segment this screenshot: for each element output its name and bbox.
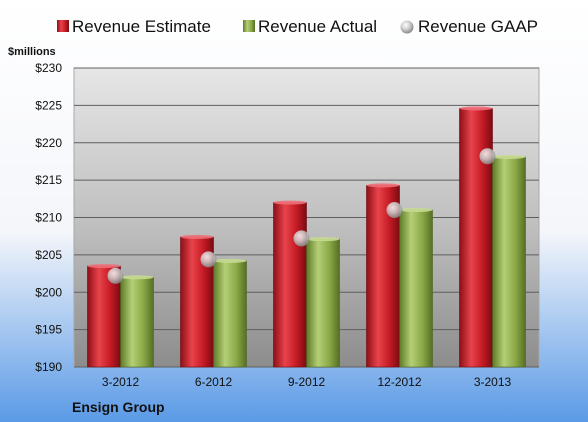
x-tick-label: 3-2013 [474,375,512,389]
company-name: Ensign Group [72,399,165,415]
y-tick-label: $230 [35,61,62,75]
bar-estimate-cap [366,183,400,188]
y-tick-label: $190 [35,360,62,374]
legend-marker-gaap [400,20,414,34]
bar-actual [306,238,340,368]
bar-actual-cap [306,237,340,242]
gaap-marker [107,267,124,284]
bar-actual-cap [399,208,433,213]
bar-actual [213,260,247,368]
bar-actual-cap [213,258,247,263]
x-tick-label: 12-2012 [377,375,421,389]
legend: Revenue Estimate Revenue Actual Revenue … [57,17,538,36]
bar-actual [492,156,526,368]
x-tick-label: 9-2012 [288,375,326,389]
gaap-marker [293,230,310,247]
legend-swatch-estimate [57,20,69,32]
gaap-markers [107,148,496,284]
legend-label-actual: Revenue Actual [258,17,377,36]
y-tick-label: $225 [35,98,62,112]
y-axis-label: $millions [8,46,56,58]
bar-estimate-cap [180,234,214,239]
y-tick-label: $205 [35,248,62,262]
bar-estimate-cap [87,264,121,269]
gaap-marker [386,202,403,219]
bar-estimate [273,202,307,368]
bar-actual [399,209,433,368]
x-tick-label: 6-2012 [195,375,233,389]
bar-actual-cap [120,275,154,280]
gaap-marker [200,251,217,268]
x-tick-label: 3-2012 [102,375,140,389]
bar-estimate-cap [459,106,493,111]
y-tick-label: $220 [35,136,62,150]
legend-label-estimate: Revenue Estimate [72,17,211,36]
y-tick-label: $215 [35,173,62,187]
bar-actual-cap [492,154,526,159]
legend-label-gaap: Revenue GAAP [418,17,538,36]
legend-swatch-actual [243,20,255,32]
y-tick-label: $210 [35,211,62,225]
y-tick-label: $200 [35,285,62,299]
y-tick-label: $195 [35,323,62,337]
bar-estimate [459,108,493,368]
axis-ticks: $190 $195 $200 $205 $210 $215 $220 $225 $230 3-20… [35,61,511,389]
gaap-marker [479,148,496,165]
bar-actual [120,276,154,368]
bar-estimate-cap [273,200,307,205]
